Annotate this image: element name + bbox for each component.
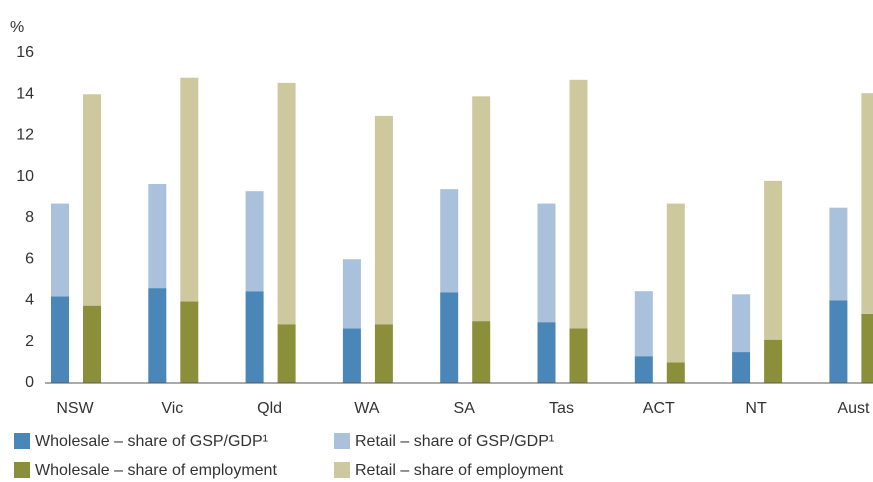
bar [148,183,167,289]
legend-label: Retail – share of employment [355,462,564,479]
bar [83,305,101,383]
bar [342,328,361,383]
bar [83,94,101,306]
bar [861,313,873,383]
legend-swatch [334,433,350,449]
bar [472,96,491,322]
legend-label: Wholesale – share of employment [35,462,277,479]
bar [245,291,264,383]
bar [440,189,459,293]
bar [634,356,653,383]
bar [51,203,69,297]
x-tick-label: WA [354,400,380,417]
bar [51,296,69,383]
bar [634,291,653,357]
bar [569,79,588,329]
x-tick-label: NT [745,400,767,417]
bar [180,77,199,302]
bar [569,328,588,383]
bar [472,321,491,383]
bar [861,93,873,314]
bar [537,322,556,383]
y-tick-label: 8 [25,209,34,226]
bar [374,115,393,325]
bar [764,339,783,383]
bar [537,203,556,323]
y-tick-label: 2 [25,333,34,350]
y-tick-label: 0 [25,374,34,391]
bar [277,82,296,325]
x-tick-label: Vic [161,400,183,417]
x-tick-label: Aust [837,400,870,417]
legend-swatch [14,462,30,478]
y-tick-label: 6 [25,250,34,267]
y-tick-label: 14 [16,85,34,102]
bar [829,207,848,301]
x-tick-label: ACT [643,400,675,417]
x-tick-label: NSW [56,400,94,417]
bar [829,300,848,383]
bar [180,301,199,383]
bar [148,288,167,383]
y-axis-label: % [10,19,24,36]
bar [666,203,685,363]
bar [245,191,264,292]
bar [374,324,393,383]
legend-label: Wholesale – share of GSP/GDP¹ [35,433,268,450]
bar [732,352,751,383]
bar [440,292,459,383]
bar [764,180,783,340]
bar [277,324,296,383]
bar [342,259,361,329]
bar [732,294,751,353]
legend-label: Retail – share of GSP/GDP¹ [355,433,554,450]
y-tick-label: 16 [16,44,34,61]
legend-swatch [334,462,350,478]
x-tick-label: Qld [257,400,282,417]
x-tick-label: SA [454,400,476,417]
y-tick-label: 10 [16,168,34,185]
bar [666,362,685,383]
x-tick-label: Tas [549,400,574,417]
y-tick-label: 12 [16,127,34,144]
legend-swatch [14,433,30,449]
y-tick-label: 4 [25,292,34,309]
